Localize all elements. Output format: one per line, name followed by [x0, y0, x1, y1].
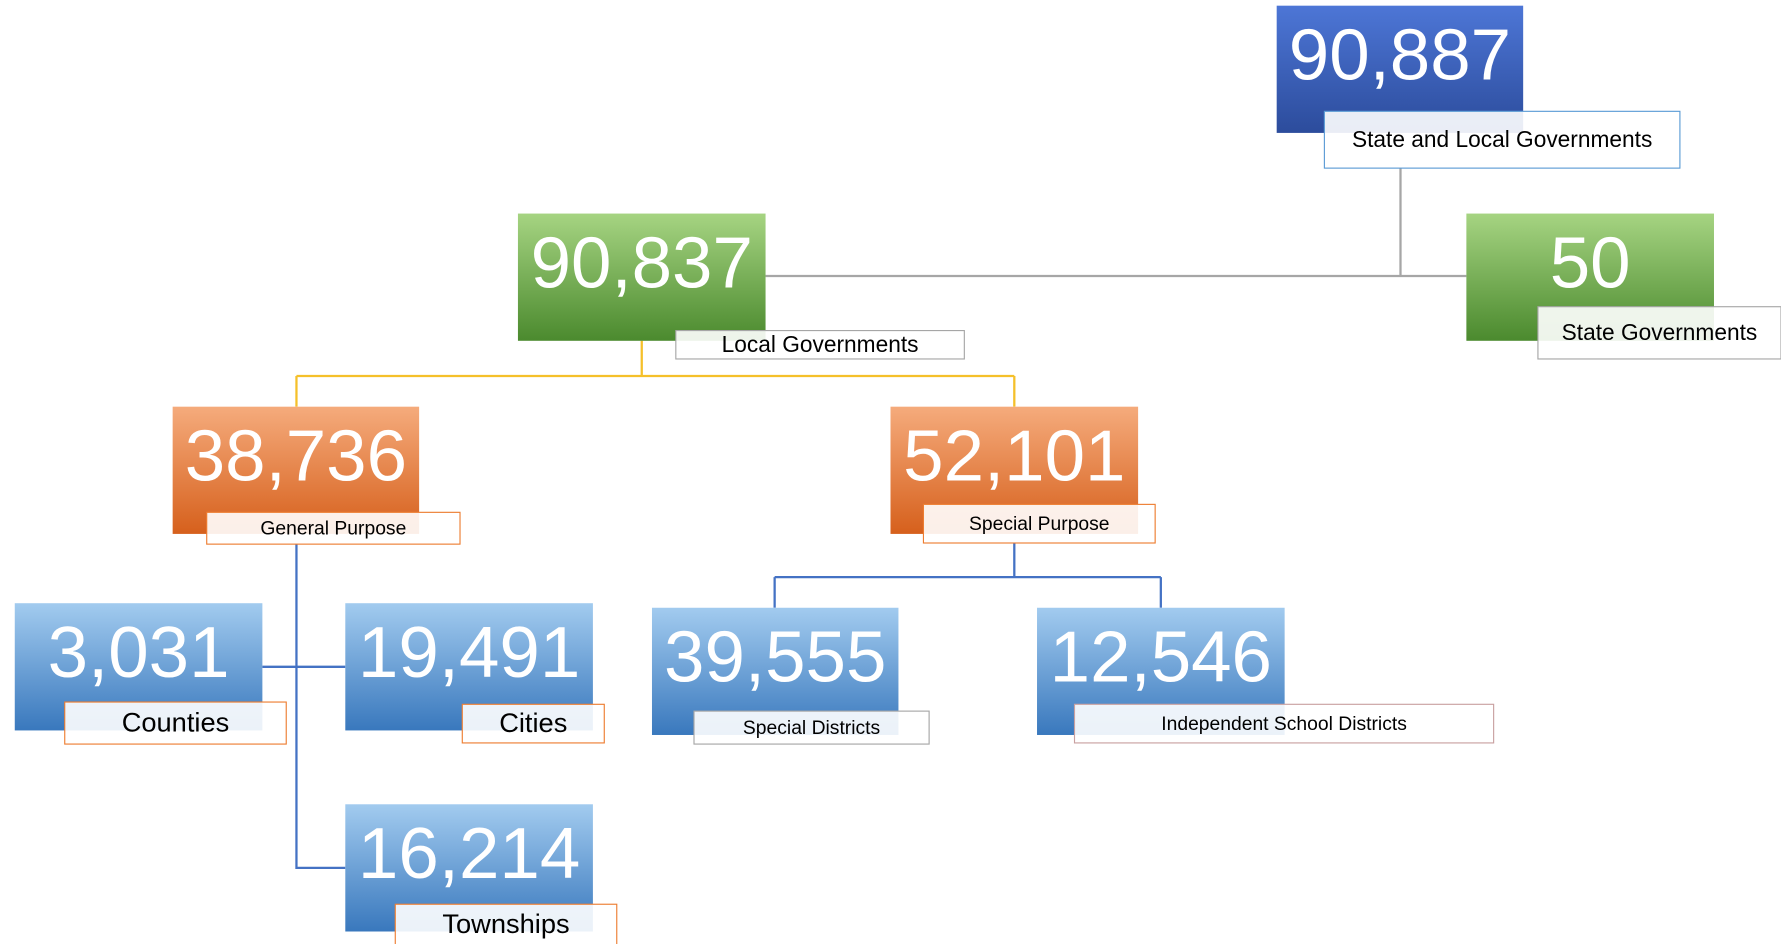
label-box	[1537, 306, 1781, 360]
node-value: 16,214	[358, 813, 580, 894]
label-box	[922, 503, 1156, 544]
label-box	[64, 701, 287, 745]
label-box	[1073, 703, 1495, 744]
node-label: Local Governments	[722, 331, 919, 357]
connector	[262, 544, 346, 870]
node-value: 3,031	[48, 612, 230, 693]
node-value: 52,101	[903, 415, 1125, 496]
node-box	[517, 213, 766, 341]
node-value: 12,546	[1050, 616, 1272, 697]
node-value: 38,736	[185, 415, 407, 496]
connector	[773, 542, 1162, 608]
node-value: 39,555	[664, 616, 886, 697]
node-label: General Purpose	[260, 518, 406, 539]
node-label: State Governments	[1562, 319, 1758, 345]
node-label: Townships	[442, 908, 569, 939]
label-box	[206, 511, 461, 545]
node-value: 19,491	[358, 612, 580, 693]
label-box	[394, 903, 618, 944]
connector	[295, 340, 1016, 407]
connectors	[262, 168, 1467, 870]
node-label: Special Purpose	[969, 514, 1110, 535]
label-box	[693, 710, 930, 745]
label-box	[1323, 110, 1681, 169]
node-label: Counties	[122, 706, 230, 737]
node-value: 90,837	[531, 222, 753, 303]
node-value: 90,887	[1289, 14, 1511, 95]
node-label: Special Districts	[743, 718, 880, 739]
label-box	[675, 330, 965, 360]
node-label: State and Local Governments	[1352, 126, 1652, 152]
node-value: 50	[1550, 222, 1631, 303]
connector	[765, 168, 1467, 278]
nodes: 90,887 State and Local Governments 90,837 L…	[14, 5, 1781, 944]
node-label: Cities	[499, 707, 567, 738]
label-box	[461, 703, 605, 744]
node-label: Independent School Districts	[1161, 714, 1407, 735]
